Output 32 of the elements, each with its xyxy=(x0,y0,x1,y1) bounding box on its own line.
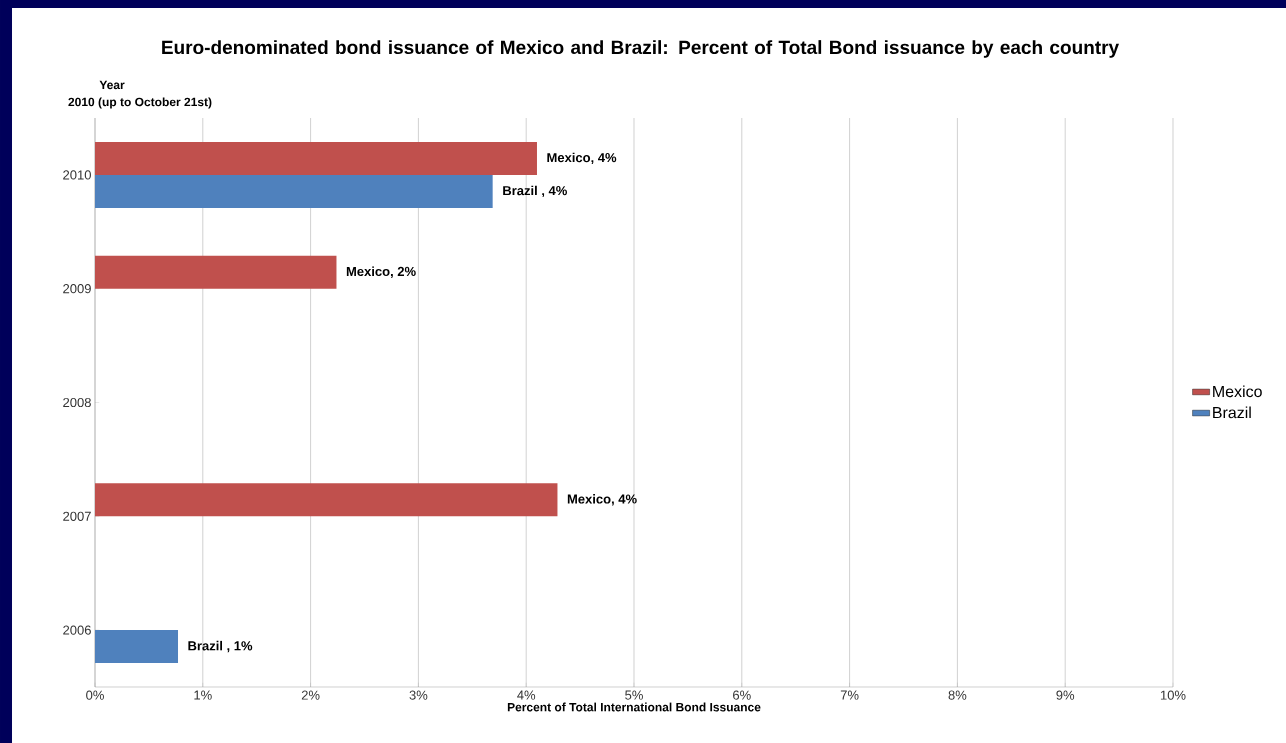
bar xyxy=(95,174,493,208)
x-tick-label: 2% xyxy=(301,690,320,700)
x-tick-label: 7% xyxy=(840,690,859,700)
x-tick-label: 9% xyxy=(1056,690,1075,700)
x-tick-label: 0% xyxy=(86,690,104,700)
x-tick-label: 5% xyxy=(625,690,643,700)
x-axis-title: Percent of Total International Bond Issuance xyxy=(507,702,761,712)
data-label: Brazil , 1% xyxy=(188,640,253,653)
x-tick-label: 10% xyxy=(1160,690,1186,700)
legend-label: Brazil xyxy=(1213,406,1251,419)
y-tick-label: 2006 xyxy=(63,625,91,635)
data-label: Mexico, 4% xyxy=(567,494,637,506)
chart-title: Euro-denominated bond issuance of Mexico and Brazil: Percent of Total Bond issuance by each country xyxy=(162,40,1119,58)
y-tick-label: 2007 xyxy=(63,511,91,521)
x-tick-label: 3% xyxy=(409,690,428,700)
data-label: Mexico, 4% xyxy=(547,152,617,165)
y-tick-label: 2010 xyxy=(63,170,91,180)
x-tick-label: 8% xyxy=(948,690,967,700)
data-label: Mexico, 2% xyxy=(346,266,416,278)
x-tick-label: 4% xyxy=(517,690,536,700)
x-tick-label: 1% xyxy=(194,690,212,700)
bar xyxy=(95,255,337,289)
y-tick-label: 2008 xyxy=(63,397,91,408)
y-tick-label: 2009 xyxy=(63,284,91,294)
bar xyxy=(95,483,558,517)
bar xyxy=(95,630,179,664)
y-axis-title: Year xyxy=(99,80,125,90)
x-tick-label: 6% xyxy=(733,690,751,700)
bar xyxy=(95,141,537,175)
legend-label: Mexico xyxy=(1213,385,1262,398)
data-label: Brazil , 4% xyxy=(503,185,567,198)
text: 2010 (up to October 21st) xyxy=(68,97,212,109)
